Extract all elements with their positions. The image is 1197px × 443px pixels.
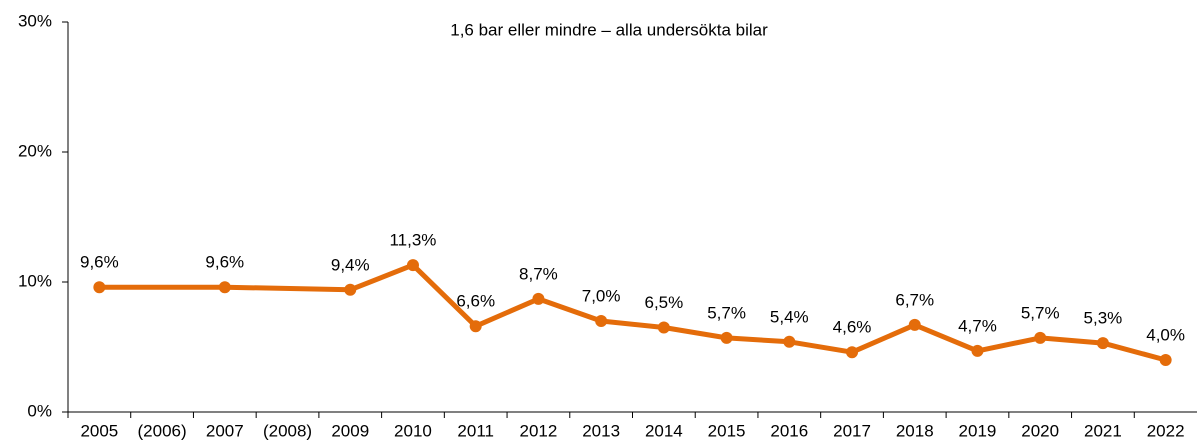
x-tick-label: 2021 (1084, 421, 1122, 440)
data-point (218, 281, 231, 294)
x-tick-label: 2012 (520, 421, 558, 440)
data-point (595, 315, 608, 327)
data-point (1034, 331, 1047, 344)
data-point (720, 331, 733, 344)
y-tick-label: 30% (18, 11, 52, 30)
data-point (532, 292, 545, 305)
x-tick-label: 2017 (833, 421, 871, 440)
x-tick-label: 2010 (394, 421, 432, 440)
data-label: 8,7% (519, 264, 558, 283)
data-label: 6,6% (456, 292, 495, 311)
x-tick-label: 2013 (582, 421, 620, 440)
x-tick-label: 2009 (331, 421, 369, 440)
x-tick-label: 2022 (1147, 421, 1185, 440)
y-tick-label: 10% (18, 271, 52, 290)
x-tick-label: 2020 (1021, 421, 1059, 440)
data-label: 5,7% (1021, 303, 1060, 322)
data-point (1159, 354, 1172, 366)
data-label: 7,0% (582, 286, 621, 305)
data-label: 5,7% (707, 303, 746, 322)
x-tick-label: 2018 (896, 421, 934, 440)
data-point (783, 335, 796, 348)
x-tick-label: 2019 (959, 421, 997, 440)
data-label: 4,6% (833, 318, 872, 337)
data-label: 9,6% (205, 253, 244, 272)
data-label: 9,4% (331, 255, 370, 274)
data-label: 9,6% (80, 253, 119, 272)
data-point (971, 344, 984, 357)
y-tick-label: 0% (27, 401, 52, 420)
data-label: 6,5% (644, 293, 683, 312)
data-label: 4,0% (1146, 325, 1185, 344)
data-point (1096, 337, 1109, 350)
x-tick-label: 2011 (457, 421, 494, 440)
x-tick-label: 2016 (770, 421, 808, 440)
x-tick-label: (2006) (138, 421, 187, 440)
x-tick-label: 2007 (206, 421, 244, 440)
x-tick-label: 2014 (645, 421, 683, 440)
data-point (657, 321, 670, 334)
x-tick-label: 2005 (80, 421, 118, 440)
data-point (846, 346, 859, 359)
y-tick-label: 20% (18, 141, 52, 160)
data-label: 5,3% (1084, 309, 1123, 328)
series-line (99, 262, 1167, 363)
data-point (908, 318, 921, 331)
data-label: 11,3% (389, 231, 436, 250)
x-tick-label: 2015 (708, 421, 746, 440)
data-point (406, 259, 419, 272)
data-label: 6,7% (895, 290, 934, 309)
chart-title: 1,6 bar eller mindre – alla undersökta b… (450, 20, 768, 39)
data-point (469, 320, 482, 333)
data-point (344, 283, 357, 296)
x-tick-label: (2008) (263, 421, 312, 440)
data-point (93, 281, 106, 294)
data-label: 5,4% (770, 307, 809, 326)
data-label: 4,7% (958, 316, 997, 335)
